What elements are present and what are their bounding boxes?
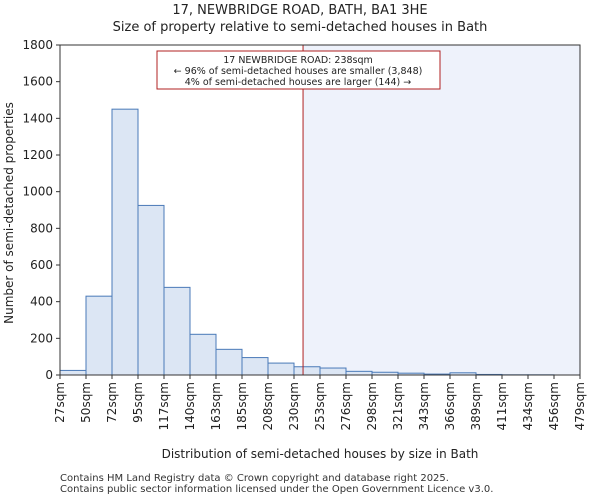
x-tick-label-117sqm: 117sqm — [157, 382, 171, 430]
x-tick-label-479sqm: 479sqm — [573, 382, 587, 430]
x-tick-label-276sqm: 276sqm — [339, 382, 353, 430]
bar-253sqm — [319, 367, 347, 376]
bar-72sqm — [111, 108, 139, 376]
bar-27sqm — [59, 369, 87, 376]
x-tick-label-411sqm: 411sqm — [495, 382, 509, 430]
y-tick-label-0: 0 — [45, 368, 53, 382]
y-tick-label-1600: 1600 — [22, 75, 53, 89]
bar-185sqm — [241, 357, 269, 376]
y-axis-ticks: 0 200 400 600 800 1000 1200 1400 1600 1800 — [22, 38, 60, 382]
x-tick-label-343sqm: 343sqm — [417, 382, 431, 430]
x-tick-label-50sqm: 50sqm — [79, 382, 93, 423]
annotation-box: 17 NEWBRIDGE ROAD: 238sqm ← 96% of semi-… — [156, 50, 441, 90]
bar-140sqm — [189, 333, 217, 376]
y-tick-label-200: 200 — [30, 331, 53, 345]
footer-attribution-1: Contains HM Land Registry data © Crown c… — [60, 473, 449, 484]
x-tick-label-253sqm: 253sqm — [313, 382, 327, 430]
x-tick-label-456sqm: 456sqm — [547, 382, 561, 430]
larger-properties-highlight — [303, 45, 580, 375]
x-tick-label-230sqm: 230sqm — [287, 382, 301, 430]
chart-title: 17, NEWBRIDGE ROAD, BATH, BA1 3HE — [172, 3, 427, 18]
bar-95sqm — [137, 204, 165, 376]
x-tick-label-72sqm: 72sqm — [105, 382, 119, 423]
y-tick-label-1400: 1400 — [22, 111, 53, 125]
annotation-line-2: ← 96% of semi-detached houses are smalle… — [174, 66, 423, 77]
footer-attribution-2: Contains public sector information licen… — [60, 484, 494, 495]
x-tick-label-321sqm: 321sqm — [391, 382, 405, 430]
x-tick-label-95sqm: 95sqm — [131, 382, 145, 423]
x-tick-label-163sqm: 163sqm — [209, 382, 223, 430]
bar-117sqm — [163, 286, 191, 376]
x-tick-label-27sqm: 27sqm — [53, 382, 67, 423]
annotation-line-3: 4% of semi-detached houses are larger (1… — [185, 77, 412, 88]
y-tick-label-1800: 1800 — [22, 38, 53, 52]
bar-50sqm — [85, 295, 113, 376]
y-axis-label: Number of semi-detached properties — [2, 102, 16, 324]
bars-group — [59, 108, 555, 376]
x-tick-label-208sqm: 208sqm — [261, 382, 275, 430]
bar-230sqm — [293, 366, 321, 376]
y-tick-label-1000: 1000 — [22, 185, 53, 199]
annotation-line-1: 17 NEWBRIDGE ROAD: 238sqm — [223, 55, 373, 66]
x-tick-label-298sqm: 298sqm — [365, 382, 379, 430]
y-tick-label-600: 600 — [30, 258, 53, 272]
bar-208sqm — [267, 362, 295, 376]
x-tick-label-389sqm: 389sqm — [469, 382, 483, 430]
x-tick-label-366sqm: 366sqm — [443, 382, 457, 430]
bar-276sqm — [345, 370, 373, 376]
x-tick-label-434sqm: 434sqm — [521, 382, 535, 430]
x-tick-label-185sqm: 185sqm — [235, 382, 249, 430]
x-axis-ticks: 27sqm 50sqm 72sqm 95sqm 117sqm 140sqm 163sqm 18… — [53, 375, 587, 430]
x-tick-label-140sqm: 140sqm — [183, 382, 197, 430]
x-axis-label: Distribution of semi-detached houses by … — [162, 447, 479, 461]
chart-subtitle: Size of property relative to semi-detach… — [113, 20, 488, 35]
y-tick-label-800: 800 — [30, 221, 53, 235]
y-tick-label-400: 400 — [30, 295, 53, 309]
annotation-box-frame — [156, 50, 441, 90]
y-tick-label-1200: 1200 — [22, 148, 53, 162]
bar-163sqm — [215, 348, 243, 376]
